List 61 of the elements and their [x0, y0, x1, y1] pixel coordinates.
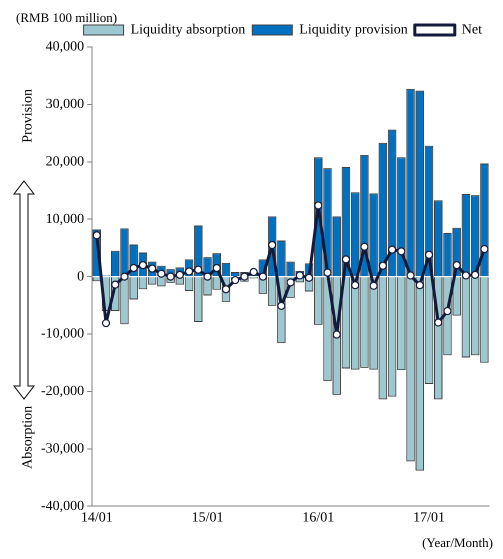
point — [397, 247, 406, 256]
point — [176, 270, 184, 279]
point — [120, 272, 129, 281]
point — [250, 268, 258, 276]
legend-label: Net — [462, 22, 482, 38]
point — [351, 281, 360, 290]
text: Provision — [20, 89, 36, 143]
point — [360, 242, 369, 251]
point — [342, 255, 350, 264]
y-tick-label: -20,000 — [40, 384, 84, 400]
y-tick-label: -30,000 — [40, 441, 84, 456]
point — [480, 244, 488, 254]
text: Absorption — [20, 406, 36, 469]
y-tick-label: 30,000 — [46, 97, 84, 112]
point — [378, 262, 387, 270]
point — [148, 264, 156, 273]
point — [231, 276, 240, 284]
point — [462, 271, 470, 280]
point — [102, 318, 110, 328]
y-tick-label: 10,000 — [46, 212, 84, 227]
point — [258, 272, 267, 281]
point — [130, 264, 138, 272]
point — [443, 306, 452, 316]
point — [388, 246, 396, 254]
point — [194, 266, 202, 274]
point — [370, 282, 378, 290]
point — [212, 264, 221, 272]
y-tick-label: 40,000 — [46, 40, 84, 55]
point — [406, 271, 415, 280]
point — [434, 318, 442, 327]
y-axis-title: (RMB 100 million) — [16, 10, 118, 25]
point — [304, 274, 314, 282]
point — [332, 330, 341, 339]
point — [296, 271, 304, 280]
point — [166, 272, 175, 281]
point — [452, 261, 461, 270]
legend-label: Liquidity provision — [299, 22, 408, 38]
y-tick-label: -10,000 — [40, 326, 84, 342]
x-tick-label: 17/01 — [413, 510, 445, 526]
x-tick-label: 15/01 — [192, 510, 224, 526]
point — [471, 270, 480, 279]
legend-label: Liquidity absorption — [130, 22, 246, 38]
point — [138, 261, 148, 270]
point — [203, 272, 212, 281]
point — [277, 302, 286, 310]
point — [314, 201, 322, 210]
point — [92, 231, 101, 240]
point — [222, 285, 230, 294]
point — [286, 278, 295, 286]
y-tick-label: 0 — [77, 269, 84, 284]
point — [416, 281, 424, 290]
point — [111, 280, 120, 289]
point — [240, 272, 249, 281]
x-tick-label: 16/01 — [302, 510, 334, 526]
point — [157, 270, 166, 278]
point — [268, 240, 276, 250]
x-axis-title: (Year/Month) — [422, 534, 493, 550]
point — [424, 250, 434, 259]
y-tick-label: 20,000 — [46, 154, 84, 170]
point — [323, 268, 332, 277]
point — [184, 267, 194, 276]
